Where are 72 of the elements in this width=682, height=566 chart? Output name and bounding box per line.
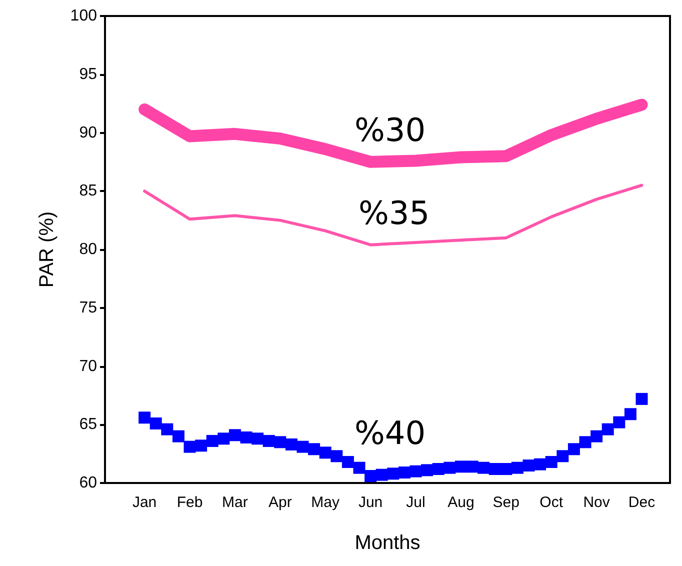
y-tick-label: 80 [79, 241, 98, 258]
y-tick-label: 90 [79, 124, 98, 142]
point [252, 432, 264, 445]
x-tick-label: Apr [268, 494, 292, 511]
point [240, 431, 252, 444]
x-tick-label: Sep [492, 494, 520, 511]
x-tick-label: Nov [583, 494, 610, 511]
annotation: %40 [354, 414, 426, 452]
point [138, 412, 151, 424]
y-tick-label: 75 [79, 299, 98, 316]
point [444, 462, 456, 474]
x-tick-label: Oct [540, 494, 564, 511]
point [624, 408, 636, 420]
point [262, 434, 275, 447]
y-tick-label: 70 [79, 358, 98, 375]
point [466, 460, 478, 473]
annotation: %30 [354, 111, 426, 149]
line-series [143, 184, 644, 246]
point [228, 429, 241, 442]
y-tick-label: 65 [79, 416, 98, 434]
x-tick-label: Jan [132, 494, 157, 511]
point [285, 438, 298, 450]
y-tick-label: 95 [79, 66, 98, 83]
point [488, 462, 501, 475]
point [353, 462, 366, 474]
point [342, 456, 354, 468]
point [218, 432, 230, 445]
point [206, 434, 218, 447]
point [636, 392, 648, 405]
point [364, 470, 377, 482]
point [274, 436, 286, 448]
x-tick-label: May [311, 494, 340, 511]
x-axis-title: Months [354, 532, 420, 554]
point [330, 450, 343, 462]
point [478, 462, 490, 474]
point [387, 468, 400, 480]
point [150, 417, 162, 430]
point [172, 430, 184, 442]
point [184, 440, 196, 453]
point [195, 440, 208, 452]
point [319, 446, 332, 459]
point [590, 430, 603, 442]
point [410, 465, 422, 478]
point [376, 468, 388, 481]
point [454, 460, 467, 473]
point [522, 459, 535, 472]
point [511, 462, 524, 474]
point [398, 466, 410, 478]
y-tick-label: 60 [79, 474, 98, 492]
y-tick-label: 100 [70, 8, 98, 24]
point [579, 436, 592, 448]
point [500, 462, 512, 475]
point [556, 450, 569, 462]
annotation: %35 [358, 194, 430, 232]
y-axis-title: PAR (%) [36, 211, 58, 288]
point [308, 443, 320, 456]
x-tick-label: Jul [406, 494, 426, 511]
point [161, 423, 174, 436]
point [296, 440, 309, 453]
x-tick-label: Dec [628, 494, 656, 511]
point [421, 464, 434, 476]
x-tick-label: Mar [222, 494, 248, 511]
x-tick-label: Aug [448, 494, 474, 511]
point [602, 423, 614, 436]
point [545, 456, 558, 468]
point [432, 462, 444, 475]
y-tick-label: 85 [79, 182, 98, 200]
x-tick-label: Jun [358, 494, 383, 511]
point [568, 443, 580, 456]
point [534, 458, 546, 470]
x-tick-label: Feb [176, 494, 203, 511]
point [613, 416, 626, 428]
